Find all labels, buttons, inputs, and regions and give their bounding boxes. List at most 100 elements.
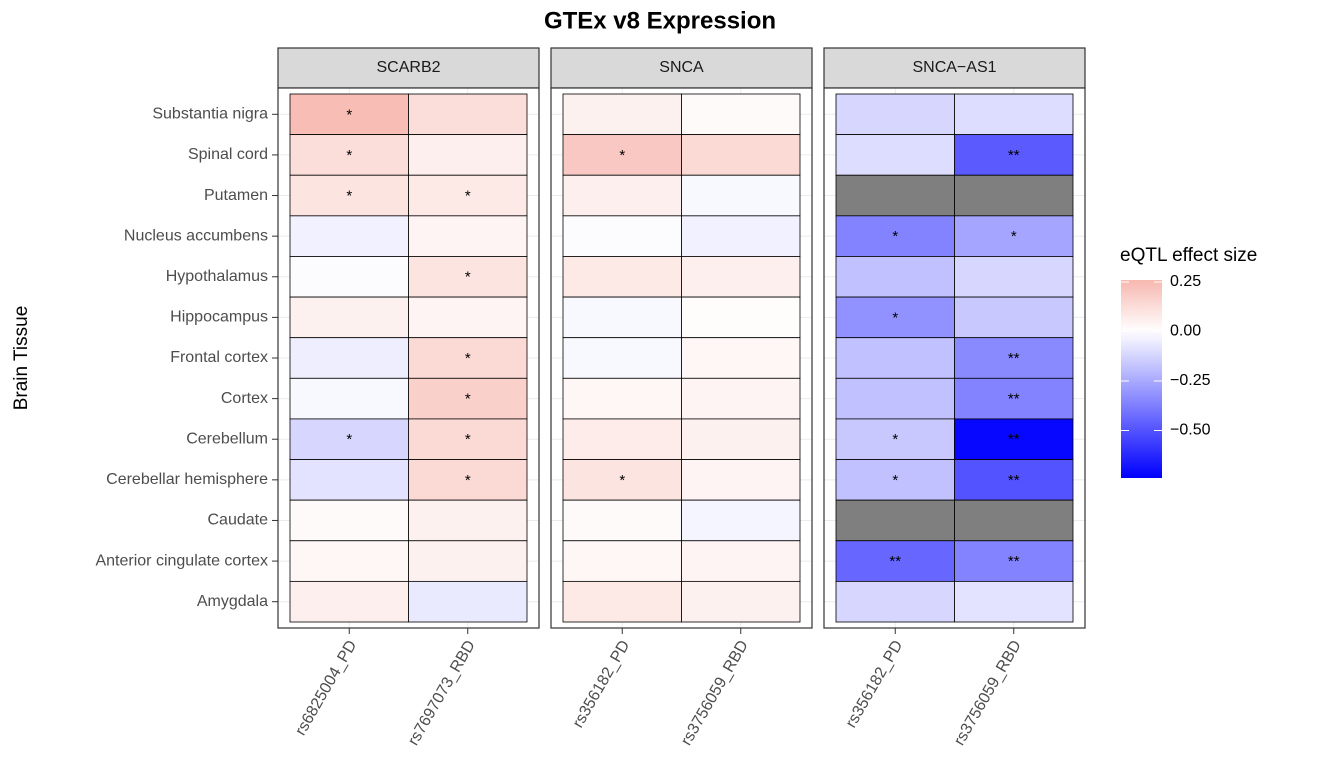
heat-cell	[835, 256, 955, 298]
panel-border	[550, 87, 813, 629]
heat-cell	[289, 174, 409, 217]
facet-strip	[823, 47, 1086, 89]
heat-cell	[835, 459, 955, 501]
heat-cell	[835, 377, 955, 420]
heat-cell	[289, 215, 409, 257]
heat-cell	[562, 93, 682, 136]
y-tick-label: Cerebellar hemisphere	[106, 471, 268, 488]
heat-cell	[562, 296, 682, 339]
heat-cell	[408, 256, 528, 298]
missing-cell	[835, 499, 955, 542]
missing-cell	[835, 174, 955, 217]
facet-label: SCARB2	[376, 59, 440, 76]
significance-label: *	[465, 269, 471, 286]
y-tick-label: Caudate	[208, 512, 269, 529]
heat-cell	[954, 580, 1074, 623]
heat-cell	[681, 540, 801, 582]
x-tick-label: rs3756059_RBD	[951, 638, 1025, 749]
significance-label: *	[619, 472, 625, 489]
significance-label: **	[1008, 147, 1020, 164]
y-tick-label: Amygdala	[197, 593, 268, 610]
significance-label: *	[465, 188, 471, 205]
significance-label: **	[889, 553, 901, 570]
y-tick-label: Cortex	[221, 390, 268, 407]
y-tick-label: Hippocampus	[170, 309, 268, 326]
heat-cell	[562, 337, 682, 379]
missing-cell	[954, 174, 1074, 217]
significance-label: *	[346, 188, 352, 205]
heat-cell	[289, 134, 409, 176]
heat-cell	[408, 377, 528, 420]
heat-cell	[954, 377, 1074, 420]
heat-cell	[681, 296, 801, 339]
significance-label: **	[1008, 350, 1020, 367]
heat-cell	[289, 337, 409, 379]
heat-cell	[408, 540, 528, 582]
heat-cell	[681, 215, 801, 257]
x-tick-label: rs356182_PD	[843, 638, 907, 731]
legend-tick-label: 0.25	[1170, 273, 1201, 290]
facet-strip	[277, 47, 540, 89]
heat-cell	[408, 174, 528, 217]
legend-tick-label: −0.50	[1170, 422, 1211, 439]
legend-title: eQTL effect size	[1120, 245, 1257, 266]
significance-label: *	[346, 147, 352, 164]
heat-cell	[681, 256, 801, 298]
significance-label: *	[892, 472, 898, 489]
heat-cell	[289, 377, 409, 420]
heat-cell	[562, 459, 682, 501]
heat-cell	[289, 296, 409, 339]
significance-label: *	[465, 472, 471, 489]
heat-cell	[835, 540, 955, 582]
heat-cell	[562, 580, 682, 623]
heat-cell	[289, 499, 409, 542]
significance-label: *	[346, 106, 352, 123]
facet-label: SNCA	[659, 59, 704, 76]
significance-label: *	[465, 350, 471, 367]
significance-label: *	[892, 309, 898, 326]
y-tick-label: Hypothalamus	[166, 268, 268, 285]
significance-label: *	[465, 391, 471, 408]
heat-cell	[835, 134, 955, 176]
legend-tick-label: 0.00	[1170, 323, 1201, 340]
heat-cell	[562, 540, 682, 582]
heat-cell	[408, 93, 528, 136]
x-tick-label: rs7697073_RBD	[405, 638, 479, 749]
heat-cell	[289, 256, 409, 298]
missing-cell	[954, 499, 1074, 542]
y-axis-title: Brain Tissue	[11, 306, 32, 411]
heat-cell	[289, 459, 409, 501]
significance-label: *	[619, 147, 625, 164]
heat-cell	[562, 499, 682, 542]
heat-cell	[681, 93, 801, 136]
heat-cell	[289, 93, 409, 136]
x-tick-label: rs3756059_RBD	[678, 638, 752, 749]
heat-cell	[681, 580, 801, 623]
heat-cell	[954, 134, 1074, 176]
heat-cell	[562, 418, 682, 460]
colorbar	[1121, 280, 1162, 478]
heat-cell	[835, 337, 955, 379]
heat-cell	[835, 93, 955, 136]
heat-cell	[562, 377, 682, 420]
heat-cell	[681, 459, 801, 501]
heat-cell	[681, 134, 801, 176]
heat-cell	[562, 256, 682, 298]
y-tick-label: Nucleus accumbens	[124, 227, 268, 244]
heat-cell	[408, 580, 528, 623]
legend-tick-label: −0.25	[1170, 372, 1211, 389]
heat-cell	[562, 174, 682, 217]
significance-label: *	[1011, 228, 1017, 245]
heat-cell	[289, 540, 409, 582]
heat-cell	[408, 134, 528, 176]
y-tick-label: Substantia nigra	[152, 106, 268, 123]
heat-cell	[954, 296, 1074, 339]
x-tick-label: rs356182_PD	[570, 638, 634, 731]
heat-cell	[562, 215, 682, 257]
heat-cell	[954, 93, 1074, 136]
y-tick-label: Putamen	[204, 187, 268, 204]
significance-label: *	[465, 431, 471, 448]
significance-label: *	[892, 228, 898, 245]
